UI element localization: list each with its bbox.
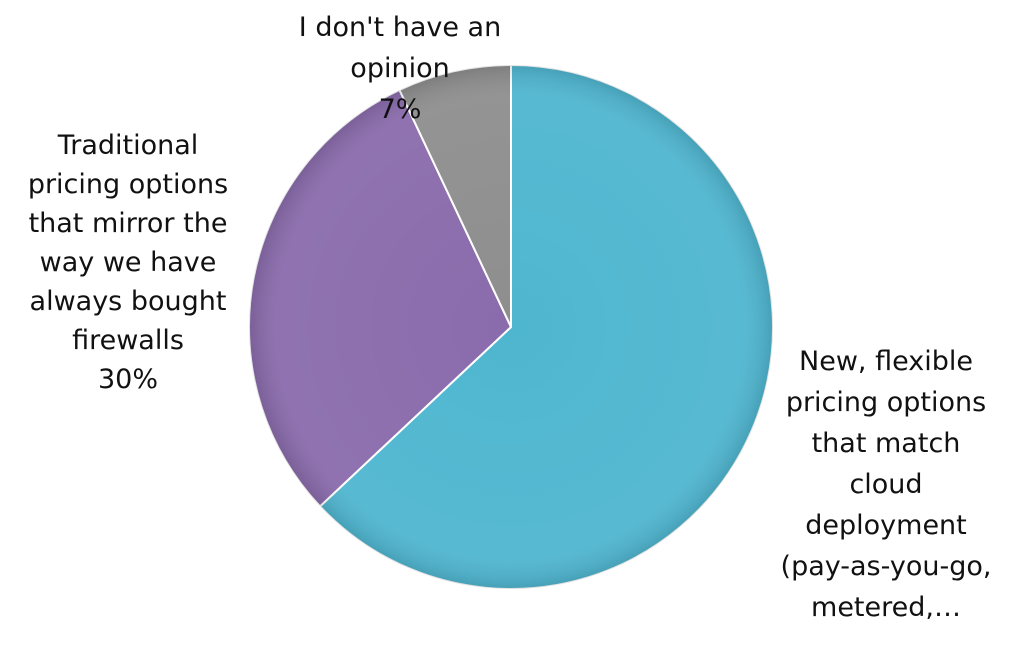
label-line: cloud (849, 469, 922, 500)
label-new-flexible-pricing: New, flexible pricing options that match cl… (781, 346, 992, 623)
pie-slices (248, 64, 774, 590)
label-no-opinion: I don't have an opinion 7% (299, 12, 501, 125)
label-line: always bought (30, 286, 227, 317)
label-line: that mirror the (29, 208, 228, 239)
label-line: pricing options (786, 387, 986, 418)
label-line: 30% (98, 364, 158, 395)
label-line: that match (812, 428, 961, 459)
label-line: I don't have an (299, 12, 501, 43)
label-line: (pay-as-you-go, (781, 551, 992, 582)
label-line: Traditional (57, 130, 199, 161)
label-line: opinion (350, 53, 449, 84)
label-line: way we have (40, 247, 217, 278)
label-line: deployment (805, 510, 967, 541)
label-line: New, flexible (799, 346, 973, 377)
label-line: pricing options (28, 169, 228, 200)
label-line: metered,… (811, 592, 961, 623)
pie-labels: New, flexible pricing options that match cl… (28, 12, 992, 623)
label-traditional-pricing: Traditional pricing options that mirror th… (28, 130, 228, 395)
label-line: 7% (379, 94, 422, 125)
label-line: firewalls (72, 325, 184, 356)
